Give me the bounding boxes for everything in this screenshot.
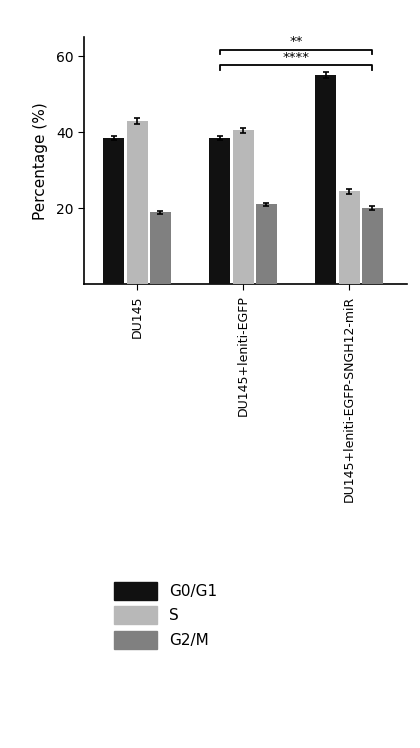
Legend: G0/G1, S, G2/M: G0/G1, S, G2/M [108,576,223,654]
Text: ****: **** [283,51,310,64]
Bar [256,204,277,284]
Bar [150,212,171,284]
Text: **: ** [289,35,303,49]
Bar [339,191,360,284]
Bar [315,76,336,284]
Y-axis label: Percentage (%): Percentage (%) [33,102,47,220]
Bar [233,130,254,284]
Bar [126,121,147,284]
Bar [103,138,124,284]
Bar [362,208,383,284]
Bar [209,138,230,284]
